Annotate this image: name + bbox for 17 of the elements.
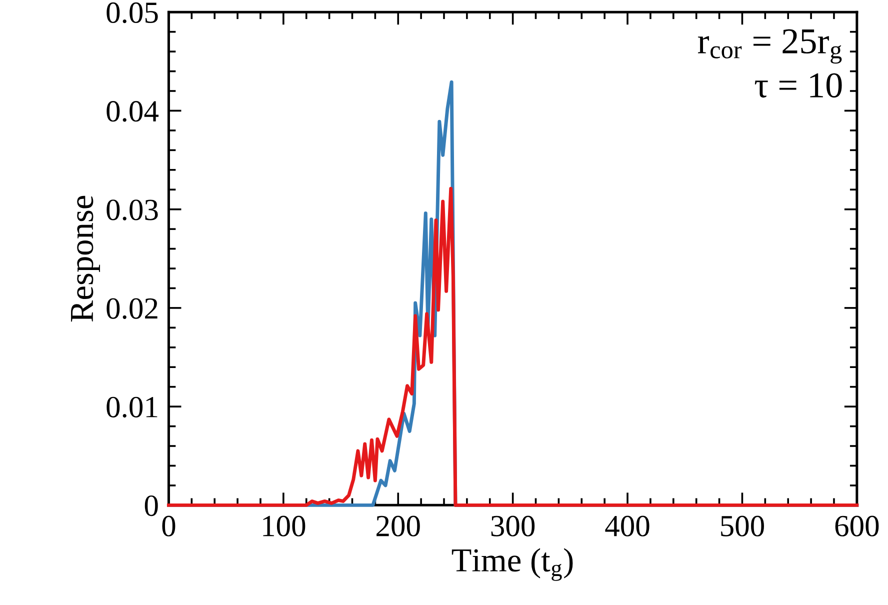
x-tick-label: 600 — [835, 516, 879, 536]
x-tick-label: 500 — [721, 516, 764, 536]
y-tick-label: 0.04 — [106, 100, 159, 122]
y-tick-label: 0.01 — [106, 396, 158, 418]
x-tick-label: 100 — [263, 516, 306, 536]
x-tick-label: 400 — [605, 516, 650, 536]
annotation: r$_{cor}$ = 25r$_{g}$ — [698, 29, 842, 64]
y-axis-title: Response — [71, 196, 100, 322]
y-tick-label: 0.02 — [106, 298, 158, 319]
y-tick-label: 0.03 — [106, 200, 158, 220]
y-tick-label: 0.05 — [106, 2, 158, 24]
x-axis-title: Time (t$_{g}$) — [452, 548, 573, 581]
y-tick-label: 0 — [144, 495, 158, 516]
x-tick-label: 200 — [376, 516, 420, 536]
x-tick-label: 300 — [491, 516, 535, 536]
x-tick-label: 0 — [162, 516, 176, 536]
annotation: τ = 10 — [754, 73, 842, 98]
